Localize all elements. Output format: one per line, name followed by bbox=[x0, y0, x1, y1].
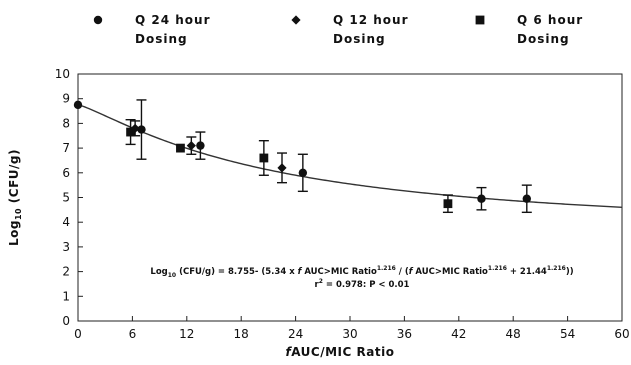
data-point-square bbox=[443, 199, 453, 209]
x-tick-label: 0 bbox=[74, 327, 82, 341]
x-tick-label: 24 bbox=[288, 327, 303, 341]
x-tick-label: 42 bbox=[451, 327, 466, 341]
legend-label-line2: Dosing bbox=[135, 32, 188, 46]
data-point-circle bbox=[298, 168, 308, 177]
x-tick-label: 6 bbox=[129, 327, 137, 341]
fit-curve bbox=[77, 104, 623, 209]
y-tick-label: 9 bbox=[62, 92, 70, 106]
x-tick-label: 48 bbox=[506, 327, 521, 341]
legend-label-line2: Dosing bbox=[517, 32, 570, 46]
x-tick-label: 36 bbox=[397, 327, 412, 341]
legend: Q 24 hour Dosing Q 12 hour Dosing Q 6 hour Do… bbox=[93, 13, 583, 46]
data-point-square bbox=[259, 153, 269, 163]
y-tick-label: 5 bbox=[62, 191, 70, 205]
data-point-circle bbox=[477, 194, 486, 203]
data-point-square bbox=[176, 143, 185, 153]
x-axis-ticks: 0 6 12 18 24 30 36 42 48 54 60 bbox=[74, 316, 630, 341]
y-tick-label: 0 bbox=[62, 314, 70, 328]
y-tick-label: 3 bbox=[62, 240, 70, 254]
y-tick-label: 8 bbox=[62, 116, 70, 130]
fit-equation: Log10 (CFU/g) = 8.755- (5.34 x f AUC>MIC… bbox=[150, 265, 573, 290]
data-point-diamond bbox=[186, 141, 196, 151]
x-tick-label: 18 bbox=[234, 327, 249, 341]
legend-marker-diamond bbox=[291, 15, 301, 25]
y-tick-label: 2 bbox=[62, 265, 70, 279]
legend-marker-circle bbox=[93, 15, 103, 25]
legend-label: Q 24 hour bbox=[135, 13, 211, 27]
y-axis-label: Log10 (CFU/g) bbox=[7, 149, 23, 246]
y-axis-ticks: 0 1 2 3 4 5 6 7 8 9 10 bbox=[55, 67, 83, 328]
data-point-circle bbox=[137, 125, 146, 134]
data-point-circle bbox=[522, 194, 531, 203]
data-point-circle bbox=[73, 100, 83, 110]
fit-curve-group bbox=[77, 104, 623, 209]
y-axis-title: Log10 (CFU/g) bbox=[7, 149, 23, 246]
x-tick-label: 60 bbox=[614, 327, 629, 341]
legend-marker-square bbox=[475, 15, 485, 25]
x-tick-label: 54 bbox=[560, 327, 575, 341]
x-axis-label: fAUC/MIC Ratio bbox=[286, 345, 395, 359]
y-tick-label: 7 bbox=[62, 141, 70, 155]
equation-line-2: r2 = 0.978: P < 0.01 bbox=[315, 278, 410, 290]
data-point-diamond bbox=[277, 163, 287, 173]
legend-label: Q 12 hour bbox=[333, 13, 409, 27]
data-points-group bbox=[73, 99, 532, 214]
y-tick-label: 6 bbox=[62, 166, 70, 180]
legend-label: Q 6 hour bbox=[517, 13, 583, 27]
data-point-circle bbox=[196, 141, 205, 150]
x-tick-label: 30 bbox=[342, 327, 357, 341]
equation-line-1: Log10 (CFU/g) = 8.755- (5.34 x f AUC>MIC… bbox=[150, 265, 573, 279]
y-tick-label: 4 bbox=[62, 215, 70, 229]
legend-label-line2: Dosing bbox=[333, 32, 386, 46]
data-point-square bbox=[126, 127, 135, 137]
x-axis-title: fAUC/MIC Ratio bbox=[286, 345, 395, 359]
y-tick-label: 1 bbox=[62, 289, 70, 303]
x-tick-label: 12 bbox=[179, 327, 194, 341]
y-tick-label: 10 bbox=[55, 67, 70, 81]
